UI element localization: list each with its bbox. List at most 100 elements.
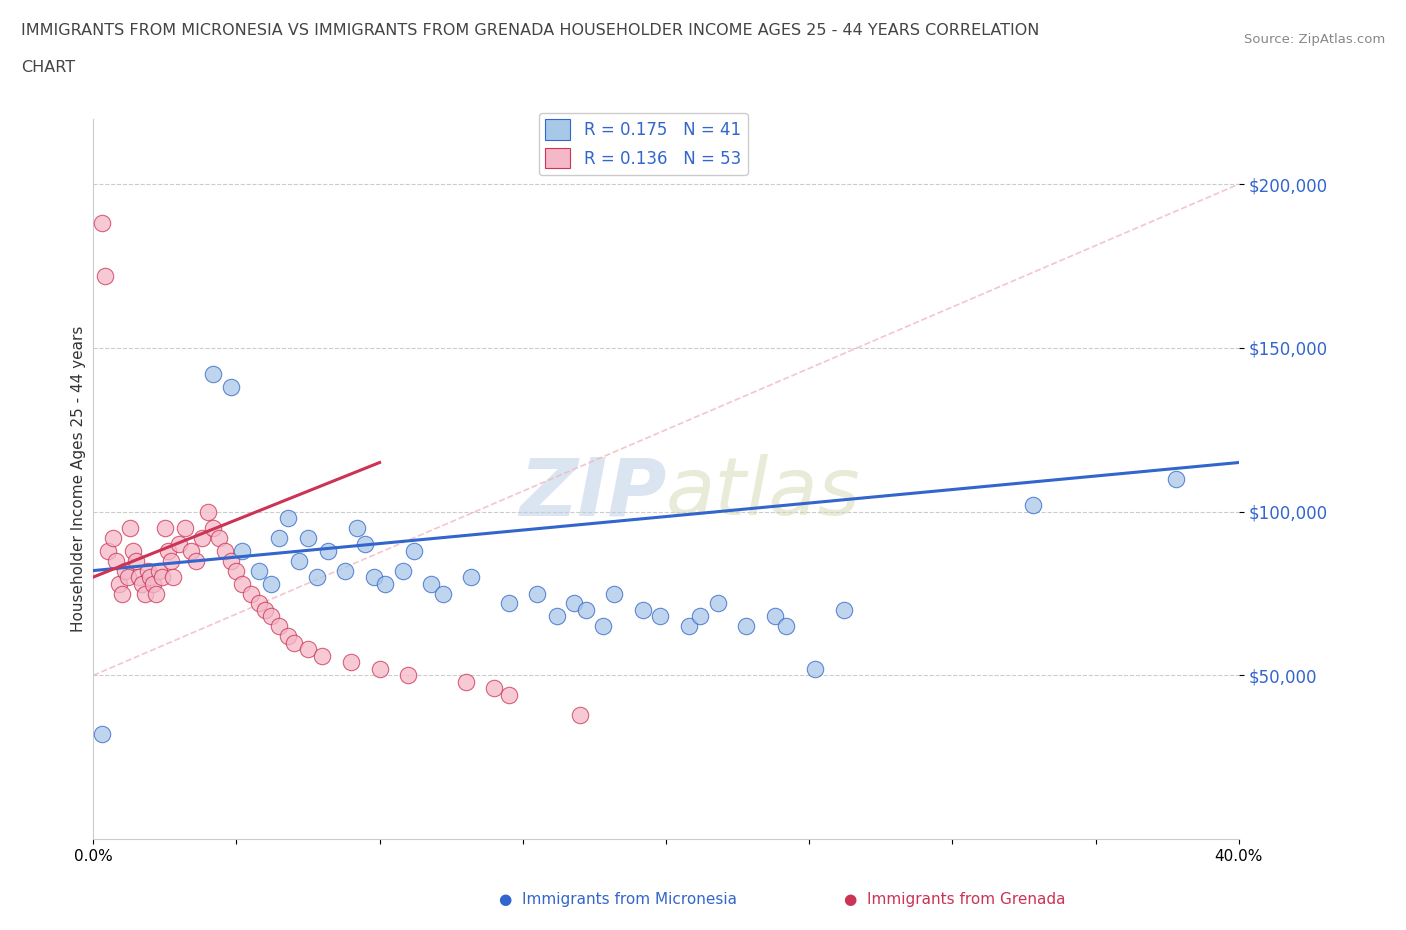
Point xyxy=(277,511,299,525)
Point xyxy=(1164,472,1187,486)
Point xyxy=(122,543,145,558)
Point xyxy=(153,521,176,536)
Point xyxy=(420,577,443,591)
Point xyxy=(1021,498,1043,512)
Point xyxy=(128,570,150,585)
Point xyxy=(269,530,291,545)
Text: ZIP: ZIP xyxy=(519,454,666,532)
Point xyxy=(498,596,520,611)
Point xyxy=(173,521,195,536)
Point xyxy=(225,564,247,578)
Point xyxy=(186,553,208,568)
Point xyxy=(288,553,311,568)
Point xyxy=(763,609,786,624)
Point xyxy=(678,618,700,633)
Point xyxy=(735,618,758,633)
Point xyxy=(247,596,270,611)
Text: Source: ZipAtlas.com: Source: ZipAtlas.com xyxy=(1244,33,1385,46)
Text: ●  Immigrants from Micronesia: ● Immigrants from Micronesia xyxy=(499,892,737,907)
Point xyxy=(148,564,170,578)
Point xyxy=(131,577,153,591)
Point xyxy=(297,530,319,545)
Point xyxy=(231,543,253,558)
Point xyxy=(197,504,219,519)
Point xyxy=(125,553,148,568)
Point xyxy=(103,530,125,545)
Point xyxy=(368,661,391,676)
Point xyxy=(219,553,242,568)
Point xyxy=(603,586,626,601)
Point xyxy=(592,618,614,633)
Point xyxy=(231,577,253,591)
Point xyxy=(208,530,231,545)
Point xyxy=(311,648,333,663)
Point xyxy=(832,603,855,618)
Point xyxy=(202,521,225,536)
Point xyxy=(569,707,592,722)
Point xyxy=(239,586,262,601)
Text: IMMIGRANTS FROM MICRONESIA VS IMMIGRANTS FROM GRENADA HOUSEHOLDER INCOME AGES 25: IMMIGRANTS FROM MICRONESIA VS IMMIGRANTS… xyxy=(21,23,1039,38)
Point xyxy=(114,564,136,578)
Point xyxy=(363,570,385,585)
Point xyxy=(120,521,142,536)
Point xyxy=(202,366,225,381)
Point xyxy=(546,609,568,624)
Point xyxy=(575,603,598,618)
Point xyxy=(162,570,184,585)
Point xyxy=(139,570,162,585)
Point xyxy=(526,586,548,601)
Text: CHART: CHART xyxy=(21,60,75,75)
Point xyxy=(156,543,179,558)
Point xyxy=(214,543,236,558)
Legend: R = 0.175   N = 41, R = 0.136   N = 53: R = 0.175 N = 41, R = 0.136 N = 53 xyxy=(538,113,748,175)
Point xyxy=(706,596,728,611)
Point xyxy=(297,642,319,657)
Point xyxy=(775,618,797,633)
Point xyxy=(454,674,477,689)
Point xyxy=(335,564,357,578)
Point xyxy=(159,553,181,568)
Point xyxy=(374,577,396,591)
Point xyxy=(96,543,118,558)
Point xyxy=(269,618,291,633)
Point xyxy=(90,216,112,231)
Point xyxy=(482,681,505,696)
Point xyxy=(396,668,419,683)
Point xyxy=(108,577,131,591)
Point xyxy=(136,564,159,578)
Point xyxy=(631,603,654,618)
Point xyxy=(354,537,377,551)
Point xyxy=(564,596,586,611)
Point xyxy=(305,570,328,585)
Y-axis label: Householder Income Ages 25 - 44 years: Householder Income Ages 25 - 44 years xyxy=(72,326,86,632)
Point xyxy=(346,521,368,536)
Point xyxy=(254,603,277,618)
Point xyxy=(93,269,115,284)
Point xyxy=(260,577,283,591)
Point xyxy=(277,629,299,644)
Point xyxy=(260,609,283,624)
Point xyxy=(90,727,112,742)
Text: ●  Immigrants from Grenada: ● Immigrants from Grenada xyxy=(844,892,1066,907)
Point xyxy=(247,564,270,578)
Point xyxy=(117,570,139,585)
Point xyxy=(145,586,167,601)
Point xyxy=(498,687,520,702)
Point xyxy=(689,609,711,624)
Point xyxy=(105,553,128,568)
Point xyxy=(134,586,156,601)
Point xyxy=(460,570,482,585)
Point xyxy=(432,586,454,601)
Point xyxy=(167,537,190,551)
Point xyxy=(219,379,242,394)
Point xyxy=(150,570,173,585)
Point xyxy=(340,655,363,670)
Point xyxy=(180,543,202,558)
Point xyxy=(142,577,165,591)
Point xyxy=(191,530,214,545)
Point xyxy=(650,609,672,624)
Point xyxy=(391,564,413,578)
Point xyxy=(402,543,425,558)
Point xyxy=(804,661,827,676)
Text: atlas: atlas xyxy=(666,454,860,532)
